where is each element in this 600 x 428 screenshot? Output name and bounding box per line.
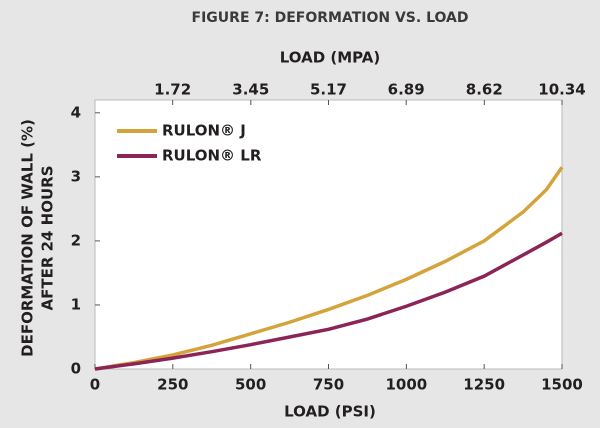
x2-axis-label: LOAD (MPA)	[280, 49, 381, 67]
x-tick-label: 1500	[541, 376, 583, 394]
y-tick-label: 3	[71, 167, 81, 185]
x2-tick-label: 6.89	[388, 81, 425, 99]
x-tick-label: 250	[157, 376, 188, 394]
y-tick-label: 1	[71, 295, 81, 313]
y-axis-label: AFTER 24 HOURS	[39, 165, 57, 310]
y-tick-label: 4	[71, 103, 81, 121]
x-axis-label: LOAD (PSI)	[284, 403, 376, 421]
x-tick-label: 500	[235, 376, 266, 394]
legend-label: RULON® J	[162, 122, 246, 140]
x2-tick-label: 1.72	[154, 81, 191, 99]
x2-tick-label: 8.62	[466, 81, 503, 99]
x-tick-label: 1250	[463, 376, 505, 394]
x-tick-label: 0	[90, 376, 100, 394]
x2-tick-label: 10.34	[538, 81, 585, 99]
line-series	[94, 231, 563, 371]
plot-area	[94, 99, 563, 370]
x-tick-label: 750	[313, 376, 344, 394]
y-tick-label: 2	[71, 231, 81, 249]
x-tick-label: 1000	[385, 376, 427, 394]
x2-tick-label: 3.45	[232, 81, 269, 99]
y-axis-label: DEFORMATION OF WALL (%)	[19, 119, 37, 357]
line-series	[94, 166, 564, 371]
x2-tick-label: 5.17	[310, 81, 347, 99]
legend-label: RULON® LR	[162, 147, 262, 165]
chart-title: FIGURE 7: DEFORMATION VS. LOAD	[192, 10, 469, 26]
y-tick-label: 0	[71, 360, 81, 378]
